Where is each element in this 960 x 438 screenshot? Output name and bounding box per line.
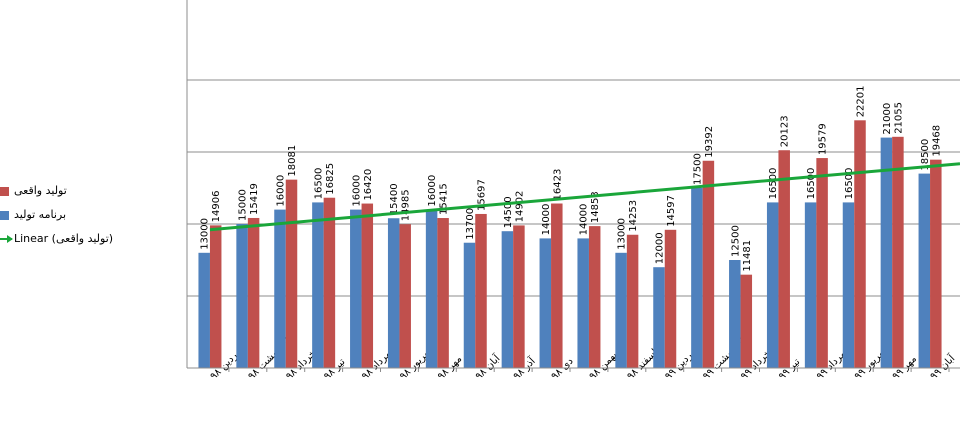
data-label-plan: 13000 [200, 218, 211, 250]
bar-plan [463, 242, 476, 368]
data-label-actual: 21055 [893, 102, 904, 134]
bar-actual [854, 120, 866, 368]
data-label-actual: 19579 [818, 123, 829, 155]
data-label-actual: 19468 [931, 125, 942, 157]
data-label-plan: 16000 [427, 175, 438, 207]
data-label-plan: 15000 [238, 189, 249, 221]
bar-actual [399, 224, 411, 368]
data-label-actual: 19392 [704, 126, 715, 158]
bar-actual [664, 229, 677, 368]
bar-plan [501, 231, 514, 368]
trendline [209, 162, 960, 232]
bar-actual [247, 217, 260, 368]
data-label-plan: 14000 [541, 204, 552, 236]
bar-actual [551, 203, 563, 368]
data-label-actual: 15697 [477, 179, 488, 211]
data-label-actual: 15419 [249, 183, 260, 215]
data-label-actual: 16423 [552, 169, 563, 201]
legend-item-plan: برنامه تولید [0, 204, 185, 228]
data-label-plan: 16500 [806, 168, 817, 200]
legend-swatch-trend [0, 235, 13, 243]
legend-label-actual: تولید واقعی [14, 184, 67, 197]
legend-item-trend: Linear (تولید واقعی) [0, 228, 185, 252]
bar-plan [350, 209, 362, 368]
bar-plan [729, 260, 741, 368]
data-label-actual: 20123 [780, 115, 791, 147]
legend-item-actual: تولید واقعی [0, 180, 185, 204]
data-label-actual: 16825 [325, 163, 336, 195]
bar-actual [702, 160, 715, 368]
bar-plan [236, 224, 248, 368]
bar-plan [312, 202, 324, 368]
bar-plan [615, 252, 627, 368]
bar-actual [778, 150, 790, 368]
data-label-plan: 15400 [389, 183, 400, 215]
data-label-plan: 14500 [503, 196, 514, 228]
data-label-plan: 17500 [692, 153, 703, 185]
legend-label-plan: برنامه تولید [14, 208, 67, 221]
data-label-actual: 11481 [742, 240, 753, 272]
data-label-plan: 13000 [617, 218, 628, 250]
bar-plan [766, 202, 779, 368]
bar-actual [588, 226, 601, 368]
data-label-actual: 14853 [590, 191, 601, 223]
bar-actual [626, 234, 639, 368]
data-label-plan: 18500 [920, 139, 931, 171]
data-label-plan: 16000 [276, 175, 287, 207]
data-label-actual: 14906 [211, 191, 222, 223]
data-label-plan: 16000 [351, 175, 362, 207]
bar-plan [387, 218, 400, 368]
data-label-actual: 18081 [287, 145, 298, 177]
data-label-plan: 13700 [465, 208, 476, 240]
data-label-plan: 14000 [579, 204, 590, 236]
bar-plan [577, 238, 589, 368]
bar-actual [361, 203, 374, 368]
bar-actual [930, 159, 942, 368]
data-label-plan: 16500 [768, 168, 779, 200]
bar-plan [653, 267, 665, 368]
bar-actual [892, 136, 904, 368]
bar-actual [816, 158, 828, 368]
bar-actual [437, 218, 449, 368]
bar-actual [323, 197, 336, 368]
bar-plan [425, 209, 438, 368]
bar-plan [918, 173, 931, 368]
data-label-actual: 14597 [666, 195, 677, 227]
data-label-actual: 14253 [628, 200, 639, 232]
bar-plan [274, 209, 286, 368]
data-label-actual: 14985 [401, 189, 412, 221]
data-label-actual: 22201 [856, 85, 867, 117]
bar-actual [513, 225, 525, 368]
data-label-plan: 12000 [655, 232, 666, 264]
data-label-actual: 14902 [514, 191, 525, 223]
bar-plan [198, 252, 210, 368]
bar-plan [691, 188, 703, 368]
data-label-plan: 16500 [313, 168, 324, 200]
bar-actual [475, 213, 487, 368]
bar-actual [209, 225, 222, 368]
data-label-actual: 15415 [439, 183, 450, 215]
bar-plan [804, 202, 817, 368]
bar-plan [842, 202, 855, 368]
legend: تولید واقعی برنامه تولید Linear (تولید و… [0, 180, 185, 252]
legend-label-trend: Linear (تولید واقعی) [14, 232, 114, 245]
bar-actual [740, 274, 753, 368]
bar-plan [539, 238, 552, 368]
bar-actual [285, 179, 298, 368]
legend-swatch-plan [0, 211, 9, 220]
data-label-plan: 21000 [882, 103, 893, 135]
data-label-actual: 16420 [363, 169, 374, 201]
data-label-plan: 12500 [730, 225, 741, 257]
legend-swatch-actual [0, 187, 9, 196]
bar-plan [880, 137, 893, 368]
data-label-plan: 16500 [844, 168, 855, 200]
